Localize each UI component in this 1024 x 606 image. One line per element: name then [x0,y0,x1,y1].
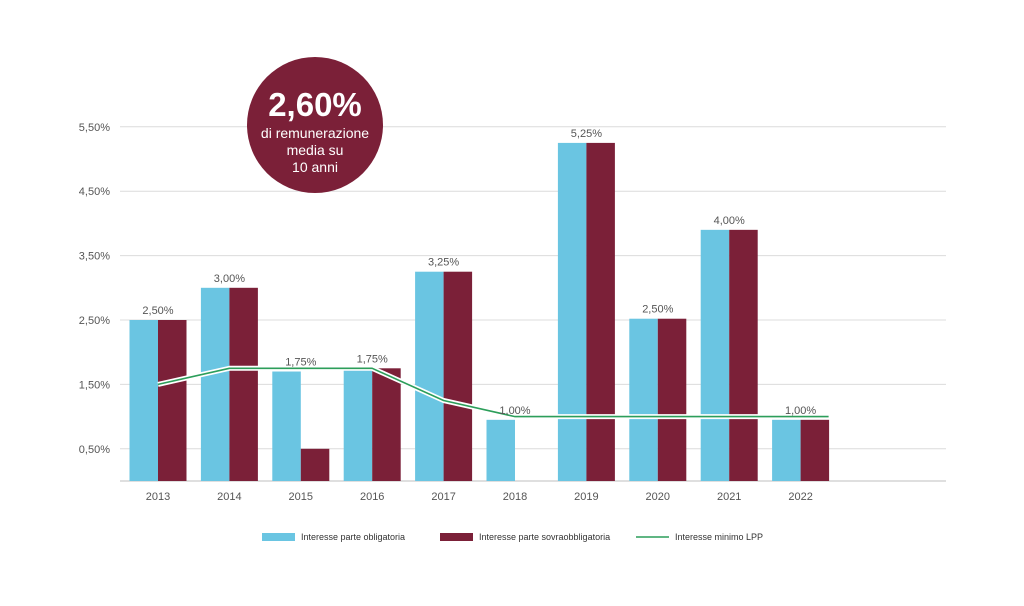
y-tick-label: 5,50% [79,122,110,134]
y-axis: 0,50% 1,50% 2,50% 3,50% 4,50% 5,50% [79,122,110,456]
data-label: 5,25% [571,128,602,140]
bar-obligatoria [486,419,515,481]
legend-swatch [262,533,295,541]
data-label: 2,50% [142,305,173,317]
legend-swatch [440,533,473,541]
badge-line-2: media su [287,142,344,158]
badge-circle [247,57,383,193]
data-label: 1,75% [357,353,388,365]
bar-obligatoria [129,320,158,481]
data-label: 1,00% [785,405,816,417]
data-label: 3,00% [214,273,245,285]
bar-sovraobbligatoria [443,271,473,481]
bars [129,142,830,481]
x-tick-label: 2014 [217,491,241,503]
bar-obligatoria [772,419,801,481]
badge-line-1: di remunerazione [261,125,369,141]
bar-sovraobbligatoria [229,287,258,481]
bar-obligatoria [415,271,444,481]
bar-obligatoria [700,229,730,481]
data-label: 1,00% [499,405,530,417]
y-tick-label: 2,50% [79,315,110,327]
y-tick-label: 1,50% [79,379,110,391]
bar-obligatoria [272,371,301,481]
data-label: 3,25% [428,257,459,269]
badge-value: 2,60% [268,86,362,123]
minimum-rate-line [157,365,829,420]
bar-sovraobbligatoria [372,368,401,481]
badge-line-3: 10 anni [292,159,338,175]
y-tick-label: 4,50% [79,186,110,198]
x-tick-label: 2018 [503,491,527,503]
bar-sovraobbligatoria [158,320,187,481]
y-tick-label: 0,50% [79,444,110,456]
bar-sovraobbligatoria [300,448,330,481]
average-remuneration-badge: 2,60% di remunerazione media su 10 anni [247,57,383,193]
legend-label: Interesse minimo LPP [675,532,763,542]
minimum-rate-line-stroke [157,367,829,418]
bar-obligatoria [343,370,373,481]
data-label: 4,00% [714,215,745,227]
bar-obligatoria [557,142,587,481]
data-labels: 2,50% 3,00% 1,75% 1,75% 3,25% 1,00% 5,25% 2,50%… [142,128,816,417]
bar-sovraobbligatoria [586,142,615,481]
x-tick-label: 2015 [289,491,313,503]
x-tick-label: 2022 [788,491,812,503]
x-axis: 2013 2014 2015 2016 2017 2018 2019 2020 2021 2022 [146,491,813,503]
x-tick-label: 2019 [574,491,598,503]
legend-label: Interesse parte obligatoria [301,532,405,542]
legend-label: Interesse parte sovraobbligatoria [479,532,610,542]
bar-obligatoria [629,318,658,481]
x-tick-label: 2013 [146,491,170,503]
bar-sovraobbligatoria [657,318,687,481]
x-tick-label: 2021 [717,491,741,503]
bar-sovraobbligatoria [800,419,830,481]
y-tick-label: 3,50% [79,251,110,263]
x-tick-label: 2020 [646,491,670,503]
x-tick-label: 2016 [360,491,384,503]
legend: Interesse parte obligatoria Interesse par… [262,532,763,542]
data-label: 2,50% [642,304,673,316]
bar-obligatoria [200,287,230,481]
x-tick-label: 2017 [431,491,455,503]
data-label: 1,75% [285,357,316,369]
bar-sovraobbligatoria [729,229,758,481]
